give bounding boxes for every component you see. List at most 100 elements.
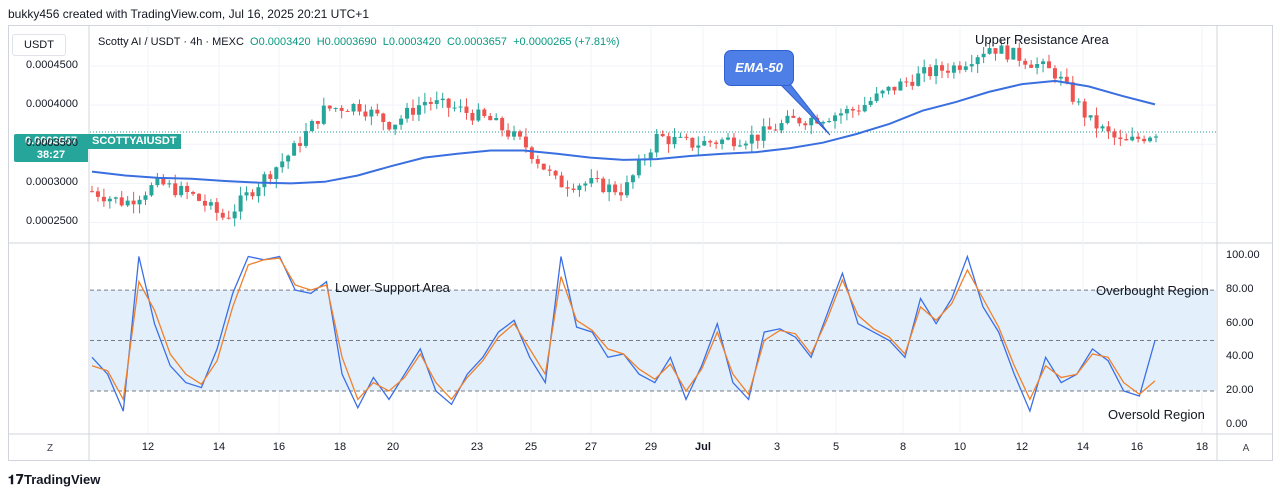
candle-body [416, 105, 421, 115]
legend-change: +0.0000265 (+7.81%) [513, 36, 620, 48]
candle-body [161, 177, 166, 185]
candle-body [256, 187, 261, 197]
candle-body [1136, 136, 1141, 139]
candle-body [577, 185, 582, 190]
candle-countdown: 38:27 [36, 149, 66, 161]
candle-body [648, 152, 653, 160]
candle-body [1076, 101, 1081, 103]
time-tick-label: 18 [1195, 441, 1209, 453]
candle-body [232, 211, 237, 219]
stoch-tick-label: 40.00 [1226, 350, 1254, 363]
legend-close: 0.0003657 [454, 36, 507, 48]
legend-o-label: O [250, 36, 259, 48]
candle-body [1094, 115, 1099, 129]
overbought-label: Overbought Region [1096, 283, 1209, 298]
candle-body [262, 174, 267, 188]
candle-body [1148, 137, 1153, 142]
candle-body [399, 118, 404, 125]
candle-body [428, 101, 433, 104]
candle-body [298, 143, 303, 146]
candle-body [696, 145, 701, 148]
candle-body [892, 86, 897, 91]
candle-body [482, 109, 487, 116]
candle-body [506, 130, 511, 137]
candle-body [940, 65, 945, 71]
candle-body [761, 126, 766, 141]
candle-body [125, 200, 130, 206]
legend-low: 0.0003420 [388, 36, 441, 48]
candle-body [660, 133, 665, 137]
candle-body [381, 113, 386, 123]
candle-body [690, 137, 695, 148]
candle-body [654, 133, 659, 153]
candle-body [321, 105, 326, 124]
candle-body [1064, 76, 1069, 83]
candle-body [1005, 45, 1010, 60]
tradingview-logo: 𝟏𝟳TradingView [8, 472, 100, 488]
candle-body [422, 101, 427, 106]
candle-body [369, 109, 374, 117]
price-tick-label: 0.0003000 [26, 176, 78, 189]
candle-body [749, 134, 754, 144]
candle-body [708, 141, 713, 143]
candle-body [945, 70, 950, 73]
candle-body [1100, 126, 1105, 129]
time-tick-label: 10 [953, 441, 967, 453]
ema-50-line [91, 79, 1156, 185]
candle-body [916, 73, 921, 86]
price-tick-label: 0.0002500 [26, 215, 78, 228]
time-tick-label: 29 [644, 441, 658, 453]
candle-body [303, 131, 308, 146]
candle-body [434, 100, 439, 104]
candle-body [791, 115, 796, 118]
price-tick-label: 0.0003500 [26, 137, 78, 150]
candle-body [185, 185, 190, 193]
time-tick-label: 12 [1015, 441, 1029, 453]
candle-body [1011, 47, 1016, 60]
candle-body [702, 141, 707, 146]
candle-body [101, 196, 106, 202]
candle-body [220, 212, 225, 218]
candle-body [987, 48, 992, 54]
time-tick-label: 25 [524, 441, 538, 453]
current-price-tag: 0.0003657 38:27 [14, 134, 88, 162]
current-price: 0.0003657 [25, 135, 77, 147]
candle-body [1088, 115, 1093, 118]
candle-body [636, 160, 641, 176]
legend-h-label: H [316, 36, 325, 48]
time-tick-label: 18 [333, 441, 347, 453]
upper-resistance-label: Upper Resistance Area [975, 32, 1109, 47]
candle-body [1023, 60, 1028, 65]
candle-body [280, 161, 285, 168]
candle-body [446, 98, 451, 108]
time-tick-label: 12 [141, 441, 155, 453]
candle-body [149, 185, 154, 196]
candle-body [167, 183, 172, 185]
candle-body [529, 147, 534, 160]
candle-body [880, 90, 885, 94]
candle-body [553, 170, 558, 176]
candle-body [1118, 137, 1123, 140]
candle-body [607, 184, 612, 193]
time-tick-label: 20 [386, 441, 400, 453]
candle-body [226, 217, 231, 219]
candle-body [375, 109, 380, 114]
z-button[interactable]: Z [46, 443, 54, 454]
candle-body [910, 81, 915, 86]
candle-body [785, 115, 790, 124]
candle-body [547, 169, 552, 171]
time-tick-label: 23 [470, 441, 484, 453]
stoch-tick-label: 0.00 [1226, 417, 1248, 430]
candle-body [809, 117, 814, 126]
candle-body [458, 106, 463, 108]
candle-body [155, 177, 160, 186]
a-button[interactable]: A [1242, 443, 1250, 454]
candle-body [517, 131, 522, 137]
candle-body [595, 178, 600, 180]
candle-body [1052, 68, 1057, 79]
candle-body [410, 107, 415, 115]
currency-button[interactable]: USDT [12, 34, 66, 56]
candle-body [898, 81, 903, 91]
candle-body [957, 65, 962, 70]
